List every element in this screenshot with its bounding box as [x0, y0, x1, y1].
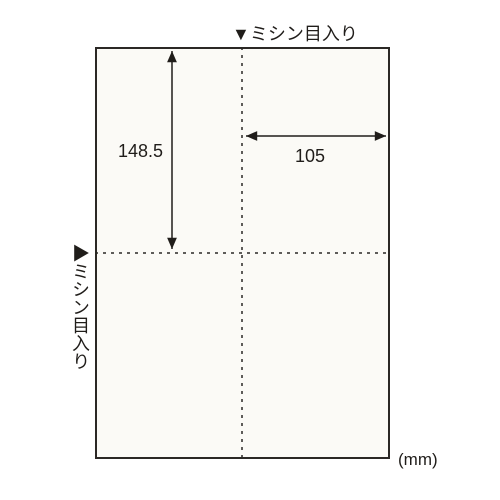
dimension-width-line — [246, 129, 386, 143]
dimension-width-label: 105 — [295, 146, 325, 167]
diagram-stage: 148.5 105 ▼ミシン目入り ▶ミシン目入り (mm) — [0, 0, 500, 500]
perforation-label-top: ▼ミシン目入り — [232, 20, 358, 46]
dimension-height-line — [165, 51, 179, 249]
triangle-right-icon: ▶ — [70, 244, 90, 262]
triangle-down-icon: ▼ — [232, 24, 250, 44]
perforation-horizontal — [95, 251, 390, 255]
dimension-height-label: 148.5 — [118, 141, 163, 162]
perforation-label-left: ▶ミシン目入り — [67, 244, 93, 370]
unit-label: (mm) — [398, 450, 438, 470]
